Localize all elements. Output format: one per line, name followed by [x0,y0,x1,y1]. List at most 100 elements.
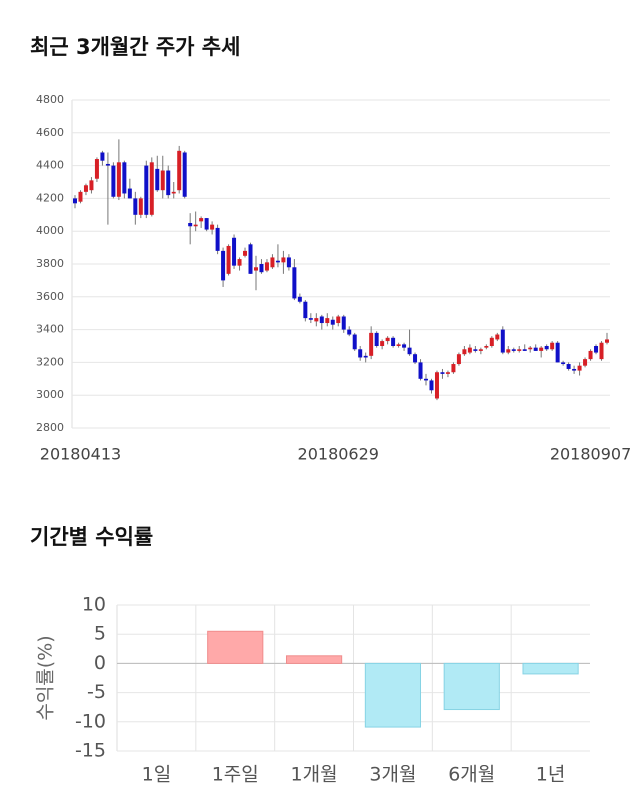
candle-body [440,372,445,374]
candle-body [319,316,324,324]
bar [522,662,579,675]
candle-body [182,152,187,197]
candle-body [528,347,533,350]
candle-body [122,162,127,194]
bar [364,662,422,728]
candle-body [215,227,220,251]
candle-body [83,185,88,192]
candle-body [308,318,313,320]
candle-body [171,191,176,194]
candle-body [78,191,83,202]
candle-body [424,378,429,381]
candle-body [473,349,478,351]
candle-body [429,380,434,391]
candle-body [341,316,346,330]
candle-body [385,337,390,342]
y-tick-label: 10 [82,594,106,616]
candle-body [369,332,374,356]
candle-body [116,162,121,197]
candle-body [462,349,467,355]
candle-body [599,342,604,360]
candle-body [166,170,171,196]
candle-body [418,362,423,379]
candle-body [336,316,341,324]
candle-body [193,224,198,227]
candle-body [138,198,143,215]
x-tick-label: 1년 [536,764,566,786]
candle-body [506,349,511,353]
candle-body [286,257,291,268]
candle-body [127,188,132,199]
candle-body [237,259,242,266]
candle-body [495,334,500,340]
candle-body [544,346,549,350]
candle-body [511,349,516,351]
candle-body [539,347,544,351]
candle-body [204,218,209,230]
bar [285,655,343,664]
candle-body [144,165,149,215]
x-tick-label: 20180907 [550,445,631,464]
y-tick-label: 3800 [36,257,64,270]
candle-body [253,267,258,271]
candle-body [275,260,280,263]
candle-body [133,198,138,215]
y-tick-label: 3600 [36,290,64,303]
candle-body [292,267,297,299]
candle-body [374,332,379,346]
candle-body [467,347,472,353]
y-tick-label: 2800 [36,421,64,434]
candle-body [572,368,577,371]
bar [207,630,264,664]
candle-body [89,180,94,191]
candle-body [105,163,110,166]
candle-body [155,168,160,191]
chart-title: 기간별 수익률 [30,525,153,549]
y-tick-label: 3200 [36,355,64,368]
x-tick-label: 1개월 [291,764,338,786]
x-tick-label: 1주일 [212,764,259,786]
y-tick-label: 4200 [36,191,64,204]
candle-body [314,318,319,322]
candle-body [73,198,77,204]
candle-body [605,339,609,343]
y-tick-label: 4800 [36,93,64,106]
candle-body [533,347,538,351]
y-axis-label: 수익률(%) [35,635,57,720]
x-tick-label: 20180413 [40,445,121,464]
y-tick-label: -15 [75,740,106,762]
candle-body [281,257,286,263]
candle-body [550,342,555,350]
candle-body [226,245,231,274]
candle-body [270,257,275,268]
candle-body [358,349,363,358]
candle-body [303,301,308,319]
candle-body [434,372,439,399]
candle-body [577,365,582,371]
candle-body [561,362,566,365]
candle-body [221,250,226,281]
y-tick-label: 4600 [36,126,64,139]
candle-body [199,218,204,222]
candle-body [583,359,588,366]
candle-body [391,337,396,346]
candle-body [232,237,237,266]
x-tick-label: 1일 [142,764,172,786]
candle-body [94,159,99,179]
candle-body [264,262,269,271]
candle-body [330,319,335,325]
y-tick-label: 4400 [36,159,64,172]
y-tick-label: 0 [94,652,106,674]
candle-body [489,337,494,346]
candle-body [259,264,264,273]
candle-body [588,350,593,360]
bar [443,662,500,711]
candle-body [594,346,599,353]
y-tick-label: -10 [75,710,106,732]
candle-body [555,342,560,363]
candle-body [325,318,330,324]
candle-body [210,224,215,230]
candle-body [522,349,527,351]
candle-body [445,372,450,374]
